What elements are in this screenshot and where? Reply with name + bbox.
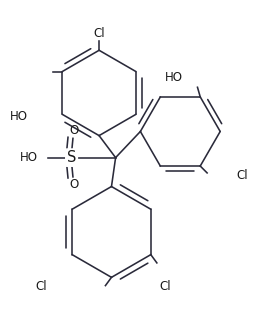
Text: HO: HO — [10, 110, 28, 123]
Text: Cl: Cl — [93, 27, 105, 40]
Text: S: S — [67, 150, 76, 165]
Text: O: O — [70, 178, 79, 191]
Text: HO: HO — [20, 151, 38, 164]
Text: O: O — [70, 124, 79, 137]
Text: HO: HO — [164, 71, 182, 84]
Text: Cl: Cl — [236, 169, 248, 182]
Text: Cl: Cl — [36, 280, 47, 293]
Text: Cl: Cl — [159, 280, 171, 293]
